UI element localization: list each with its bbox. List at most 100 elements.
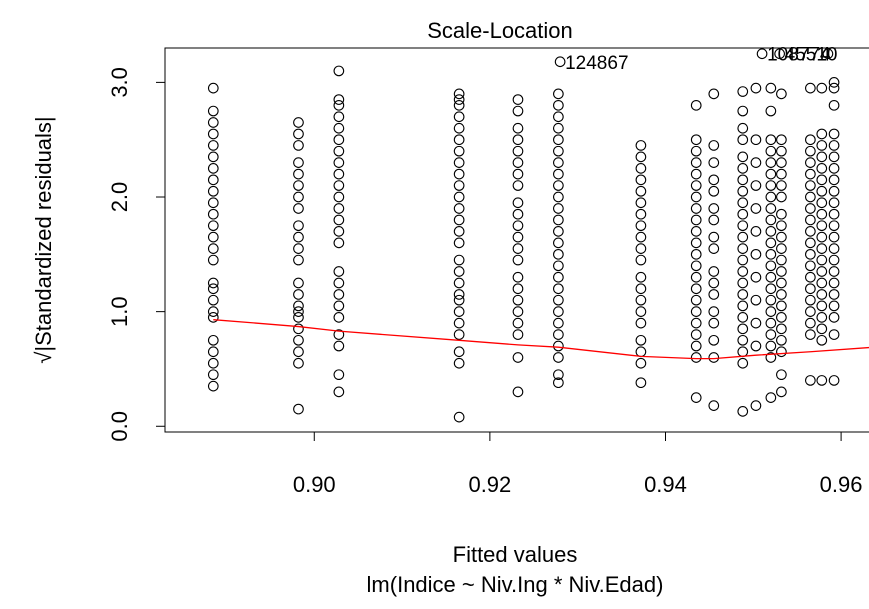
data-point xyxy=(737,122,749,134)
data-point xyxy=(512,294,524,306)
data-point xyxy=(453,214,465,226)
data-point xyxy=(207,231,219,243)
data-point xyxy=(635,357,647,369)
data-point xyxy=(737,289,749,300)
data-point xyxy=(776,346,787,358)
data-point xyxy=(512,134,524,146)
data-point xyxy=(708,306,720,317)
data-point xyxy=(512,122,524,134)
data-point xyxy=(293,128,304,140)
data-point xyxy=(708,214,720,226)
data-point xyxy=(737,406,749,417)
data-point xyxy=(333,289,345,300)
data-point xyxy=(207,283,219,295)
outlier-label: 124867 xyxy=(565,53,628,74)
data-point xyxy=(512,157,524,168)
data-point xyxy=(553,260,564,272)
y-axis-label: √|Standardized residuals| xyxy=(31,116,56,363)
data-point xyxy=(690,340,702,352)
data-point xyxy=(816,208,828,220)
data-point xyxy=(805,260,816,272)
data-point xyxy=(828,375,840,386)
data-point xyxy=(453,266,465,277)
data-point xyxy=(708,88,720,100)
data-point xyxy=(776,243,787,254)
data-point xyxy=(293,254,304,266)
x-tick-label: 0.96 xyxy=(820,472,863,497)
data-point xyxy=(816,82,828,94)
data-point xyxy=(828,312,840,323)
data-point xyxy=(708,400,720,411)
data-point xyxy=(816,231,828,243)
data-point xyxy=(828,277,840,289)
data-point xyxy=(453,122,465,134)
data-point xyxy=(512,208,524,220)
data-point xyxy=(333,214,345,226)
data-point xyxy=(805,283,816,295)
data-point xyxy=(737,254,749,266)
data-point xyxy=(765,306,777,317)
data-point xyxy=(293,312,304,323)
data-point xyxy=(553,203,564,214)
data-point xyxy=(635,174,647,186)
data-point xyxy=(776,157,787,168)
data-point xyxy=(635,208,647,220)
data-point xyxy=(816,197,828,209)
data-point xyxy=(635,294,647,306)
data-point xyxy=(708,317,720,329)
data-point xyxy=(207,334,219,346)
data-point xyxy=(828,289,840,300)
data-point xyxy=(553,88,564,100)
data-point xyxy=(690,134,702,146)
data-point xyxy=(553,111,564,123)
data-point xyxy=(333,180,345,191)
data-point xyxy=(512,168,524,180)
data-point xyxy=(737,105,749,117)
data-point xyxy=(553,157,564,168)
data-point xyxy=(635,140,647,151)
data-point xyxy=(828,197,840,209)
data-point xyxy=(816,375,828,386)
data-point xyxy=(816,163,828,174)
data-point xyxy=(635,346,647,358)
data-point xyxy=(776,312,787,323)
data-point xyxy=(828,140,840,151)
data-point xyxy=(635,197,647,209)
data-point xyxy=(805,82,816,94)
data-point xyxy=(816,277,828,289)
data-points xyxy=(207,65,840,423)
data-point xyxy=(453,294,465,306)
data-point xyxy=(635,185,647,197)
data-point xyxy=(816,266,828,277)
outlier-point xyxy=(774,48,785,60)
data-point xyxy=(207,277,219,289)
data-point xyxy=(690,226,702,237)
data-point xyxy=(816,174,828,186)
data-point xyxy=(690,306,702,317)
data-point xyxy=(805,168,816,180)
data-point xyxy=(708,352,720,363)
data-point xyxy=(293,243,304,254)
data-point xyxy=(635,317,647,329)
data-point xyxy=(708,243,720,254)
data-point xyxy=(453,254,465,266)
data-point xyxy=(553,226,564,237)
data-point xyxy=(453,329,465,340)
data-point xyxy=(776,134,787,146)
data-point xyxy=(805,157,816,168)
data-point xyxy=(805,294,816,306)
data-point xyxy=(635,377,647,389)
data-point xyxy=(816,128,828,140)
data-point xyxy=(828,151,840,163)
smoother-line xyxy=(213,319,869,360)
data-point xyxy=(737,346,749,358)
data-point xyxy=(333,300,345,312)
data-point xyxy=(512,231,524,243)
data-point xyxy=(828,300,840,312)
data-point xyxy=(690,352,702,363)
data-point xyxy=(805,317,816,329)
data-point xyxy=(453,145,465,157)
data-point xyxy=(293,289,304,300)
data-point xyxy=(453,168,465,180)
